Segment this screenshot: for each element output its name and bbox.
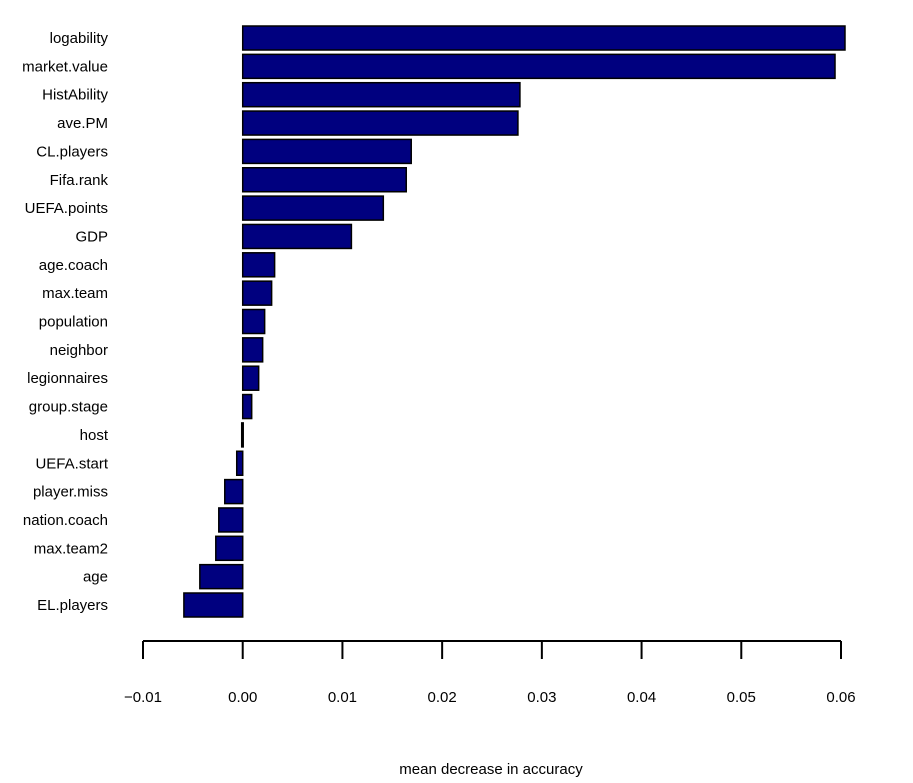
bar-max-team2 bbox=[215, 535, 244, 562]
bar-age bbox=[199, 563, 244, 590]
category-label: HistAbility bbox=[42, 87, 108, 104]
x-tick-label: 0.01 bbox=[328, 689, 357, 706]
category-labels: logability market.value HistAbility ave.PM C… bbox=[22, 30, 109, 614]
bar-uefa-start bbox=[235, 450, 244, 476]
category-label: population bbox=[39, 314, 108, 331]
bar-ave-pm bbox=[241, 110, 519, 136]
category-label: max.team bbox=[42, 285, 108, 302]
bar-age-coach bbox=[241, 252, 276, 278]
bar-logability bbox=[241, 25, 846, 51]
category-label: logability bbox=[50, 30, 109, 47]
bar-neighbor bbox=[241, 337, 264, 363]
bar-population bbox=[241, 308, 266, 335]
bar-fifa-rank bbox=[241, 167, 407, 193]
x-tick-label: 0.03 bbox=[527, 689, 556, 706]
bars-group bbox=[183, 25, 846, 618]
bar-histability bbox=[241, 81, 521, 108]
category-label: age bbox=[83, 569, 108, 586]
bar-legionnaires bbox=[241, 365, 260, 391]
category-label: Fifa.rank bbox=[50, 172, 109, 189]
category-label: EL.players bbox=[37, 597, 108, 614]
bar-nation-coach bbox=[218, 507, 244, 533]
category-label: UEFA.start bbox=[35, 455, 108, 472]
category-label: max.team2 bbox=[34, 540, 108, 557]
category-label: age.coach bbox=[39, 257, 108, 274]
bar-market-value bbox=[241, 53, 836, 80]
category-label: market.value bbox=[22, 58, 108, 75]
x-axis: −0.01 0.00 0.01 0.02 0.03 0.04 0.05 0.06 bbox=[124, 640, 856, 706]
category-label: nation.coach bbox=[23, 512, 108, 529]
bar-host bbox=[240, 422, 244, 448]
x-tick-label: −0.01 bbox=[124, 689, 162, 706]
category-label: GDP bbox=[75, 228, 108, 245]
bar-cl-players bbox=[241, 138, 412, 165]
category-label: legionnaires bbox=[27, 370, 108, 387]
bar-player-miss bbox=[224, 478, 244, 505]
bar-max-team bbox=[241, 280, 273, 306]
x-tick-label: 0.05 bbox=[727, 689, 756, 706]
bar-gdp bbox=[241, 223, 353, 250]
category-label: ave.PM bbox=[57, 115, 108, 132]
x-tick-label: 0.00 bbox=[228, 689, 257, 706]
category-label: group.stage bbox=[29, 399, 108, 416]
x-axis-title: mean decrease in accuracy bbox=[399, 761, 583, 778]
category-label: player.miss bbox=[33, 484, 108, 501]
x-tick-label: 0.02 bbox=[428, 689, 457, 706]
bar-el-players bbox=[183, 592, 244, 618]
category-label: UEFA.points bbox=[25, 200, 108, 217]
x-tick-label: 0.04 bbox=[627, 689, 656, 706]
category-label: CL.players bbox=[36, 143, 108, 160]
bar-group-stage bbox=[241, 393, 253, 420]
category-label: neighbor bbox=[50, 342, 108, 359]
bar-uefa-points bbox=[241, 195, 385, 221]
x-tick-label: 0.06 bbox=[826, 689, 855, 706]
category-label: host bbox=[80, 427, 109, 444]
